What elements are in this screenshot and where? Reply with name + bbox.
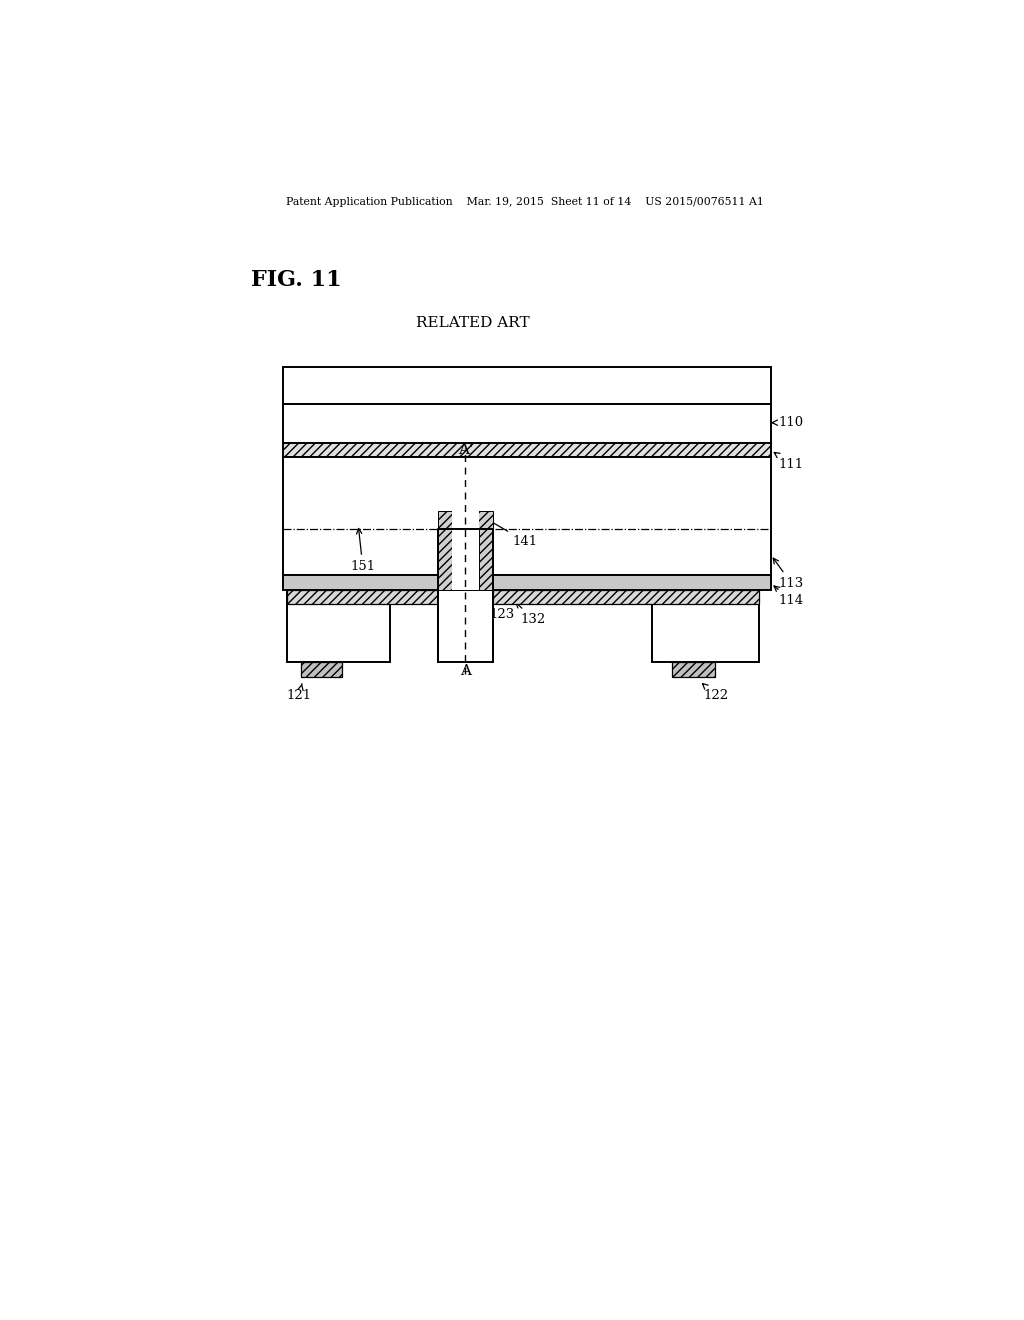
Bar <box>673 661 715 677</box>
Text: 132: 132 <box>516 602 546 626</box>
Text: 151: 151 <box>350 528 376 573</box>
Bar <box>452 511 479 590</box>
Bar <box>652 590 759 661</box>
Bar <box>283 367 771 404</box>
Bar <box>437 529 452 590</box>
Text: A: A <box>460 664 471 677</box>
Text: 122: 122 <box>702 684 728 702</box>
Bar <box>283 444 771 457</box>
Text: 111: 111 <box>774 453 804 471</box>
Text: 141: 141 <box>487 519 538 548</box>
Text: 123: 123 <box>451 597 514 620</box>
Text: 114: 114 <box>774 586 804 607</box>
Bar <box>287 590 390 661</box>
Text: 131: 131 <box>338 603 364 630</box>
Text: RELATED ART: RELATED ART <box>417 315 530 330</box>
Text: FIG. 11: FIG. 11 <box>251 269 342 292</box>
Bar <box>287 590 437 603</box>
Bar <box>437 590 494 661</box>
Bar <box>494 590 759 603</box>
Text: 121: 121 <box>287 684 312 702</box>
Bar <box>301 661 342 677</box>
Text: Patent Application Publication    Mar. 19, 2015  Sheet 11 of 14    US 2015/00765: Patent Application Publication Mar. 19, … <box>286 197 764 207</box>
Bar <box>283 576 771 590</box>
Text: A': A' <box>458 444 473 457</box>
Bar <box>479 529 494 590</box>
Bar <box>437 511 494 529</box>
Text: 113: 113 <box>773 558 804 590</box>
Bar <box>283 404 771 444</box>
Bar <box>283 457 771 576</box>
Text: 110: 110 <box>772 416 804 429</box>
